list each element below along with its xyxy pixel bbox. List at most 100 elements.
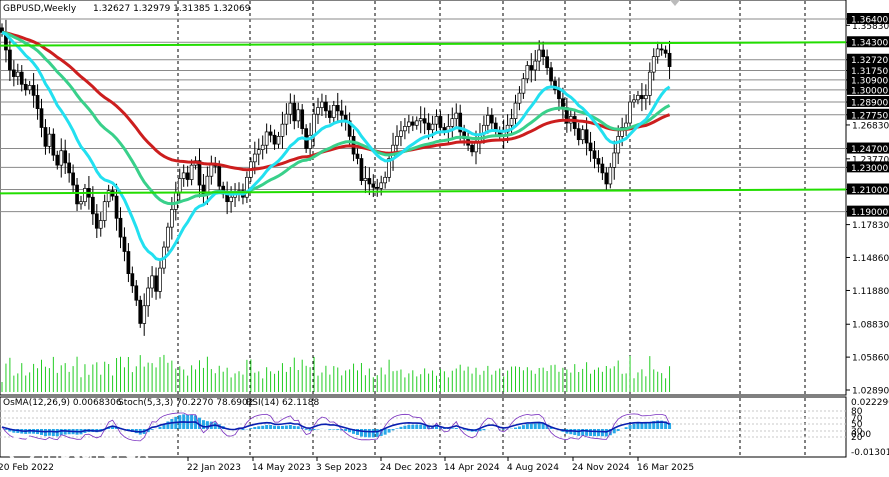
candle-body <box>51 133 56 156</box>
candle-body <box>35 95 40 110</box>
candle-body <box>39 108 44 128</box>
price-panel[interactable]: GBPUSD,Weekly 1.32627 1.32979 1.31385 1.… <box>0 0 847 396</box>
candle-body <box>359 158 364 181</box>
candle-body <box>12 69 16 77</box>
candle-body <box>620 127 625 137</box>
candle-body <box>383 176 387 184</box>
candle-body <box>667 52 672 67</box>
candle-body <box>335 105 340 112</box>
candle-body <box>513 102 518 119</box>
candle-body <box>418 118 423 122</box>
price-tag-bg <box>847 96 889 108</box>
price-tick-label: 1.05860 <box>852 354 889 364</box>
candle-body <box>126 251 131 274</box>
stoch-signal-line <box>1 412 670 442</box>
price-tag-bg <box>847 73 889 85</box>
candle-body <box>628 101 632 124</box>
price-tag-bg <box>847 53 889 65</box>
candle-body <box>561 98 565 108</box>
symbol-title: GBPUSD,Weekly <box>3 4 77 14</box>
shift-marker-icon[interactable] <box>670 0 680 6</box>
candle-body <box>288 102 293 115</box>
candle-body <box>549 67 553 82</box>
watermark: instaforex Instant Forex Trading <box>7 434 157 473</box>
candle-body <box>387 158 391 178</box>
time-tick-label: 22 Jan 2023 <box>187 463 241 473</box>
candle-body <box>450 118 455 127</box>
candle-body <box>414 120 419 126</box>
price-tag-label: 1.24700 <box>851 145 888 155</box>
time-tick-label: 14 Apr 2024 <box>444 463 500 473</box>
candle-body <box>59 150 64 166</box>
price-tag-bg <box>847 108 889 120</box>
candle-body <box>553 80 557 91</box>
candle-body <box>434 116 439 125</box>
candle-body <box>106 190 111 203</box>
time-tick-label: 24 Nov 2024 <box>572 463 630 473</box>
candle-body <box>339 110 344 116</box>
candle-body <box>474 142 478 153</box>
time-tick-label: 24 Dec 2023 <box>380 463 438 473</box>
candle-body <box>367 178 372 185</box>
candle-body <box>647 71 652 96</box>
candle-body <box>616 136 621 154</box>
candle-body <box>280 123 285 137</box>
candle-body <box>525 65 530 80</box>
candle-body <box>83 188 87 203</box>
price-tag-label: 1.21000 <box>851 186 888 196</box>
candle-body <box>284 113 289 125</box>
candle-body <box>8 49 12 71</box>
price-tick-label: 1.23770 <box>852 155 889 165</box>
candle-body <box>375 186 380 189</box>
candle-body <box>632 99 636 103</box>
candle-body <box>612 152 617 168</box>
price-tag-bg <box>847 205 889 217</box>
candle-body <box>170 209 174 228</box>
osma-label: OsMA(12,26,9) 0.0068306 <box>3 398 122 408</box>
price-tag-label: 1.19000 <box>851 208 888 218</box>
price-tag-label: 1.31750 <box>851 67 888 77</box>
indicator-panel[interactable]: OsMA(12,26,9) 0.0068306 Stoch(5,3,3) 70.… <box>0 396 847 458</box>
price-tag-label: 1.30000 <box>851 86 888 96</box>
candle-body <box>521 78 526 94</box>
price-tick-label: 1.02890 <box>852 387 889 397</box>
candle-body <box>430 123 435 131</box>
indicator-axis-label: 80 <box>851 407 863 417</box>
green-level-line <box>0 188 847 195</box>
candle-body <box>142 305 147 324</box>
indicator-axis-label: 20 <box>851 433 863 443</box>
candle-body <box>655 48 660 57</box>
candle-body <box>229 196 233 203</box>
candle-body <box>403 126 407 132</box>
candle-body <box>331 105 336 118</box>
green-level-lines <box>0 41 847 195</box>
candle-body <box>470 144 474 153</box>
candle-body <box>529 65 534 71</box>
candle-body <box>486 114 490 126</box>
candle-body <box>71 172 75 186</box>
candle-body <box>296 109 301 122</box>
candle-body <box>79 201 83 205</box>
candle-body <box>596 158 601 165</box>
candle-body <box>624 122 628 128</box>
candle-body <box>663 49 668 54</box>
indicator-axis: 0.02229080705030200.00 -0.013014 <box>851 398 889 458</box>
candle-body <box>584 129 589 144</box>
time-tick-label: 3 Sep 2023 <box>316 463 367 473</box>
candle-body <box>458 112 463 133</box>
stoch-label: Stoch(5,3,3) 70.2270 78.6902 <box>118 398 253 408</box>
candle-body <box>256 149 261 155</box>
candle-body <box>454 112 459 119</box>
candle-body <box>604 172 609 185</box>
candle-body <box>201 184 206 196</box>
price-tag-label: 1.36400 <box>851 16 888 26</box>
price-tick-label: 1.08830 <box>852 321 889 331</box>
rsi-label: RSI(14) 62.1188 <box>246 398 319 408</box>
candle-body <box>533 60 538 71</box>
price-tag-bg <box>847 83 889 95</box>
candle-body <box>410 121 415 126</box>
candle-body <box>23 83 28 91</box>
price-tag-label: 1.28900 <box>851 99 888 109</box>
candle-body <box>118 217 123 238</box>
